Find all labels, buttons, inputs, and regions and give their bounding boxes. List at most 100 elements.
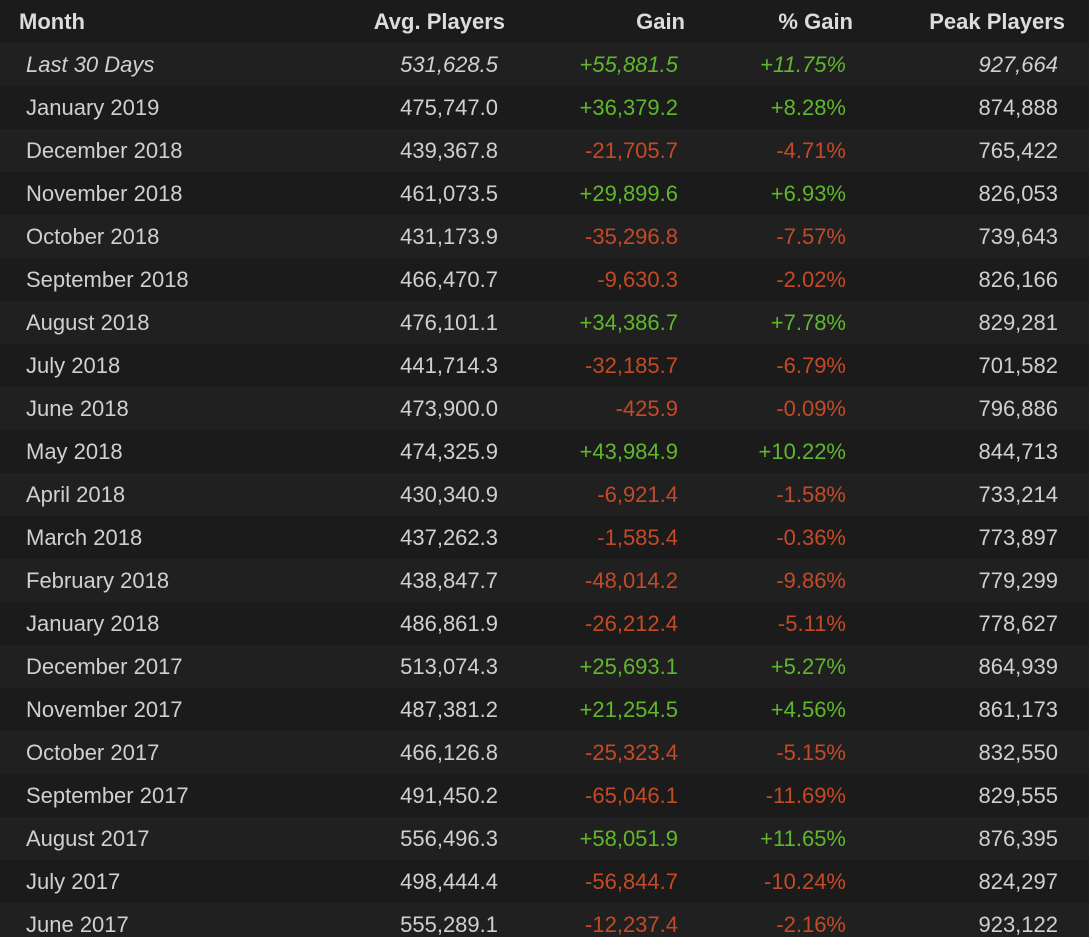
peak-players-cell: 826,166 [854, 258, 1089, 301]
table-body: Last 30 Days 531,628.5 +55,881.5 +11.75% 927… [0, 43, 1089, 937]
peak-players-cell: 832,550 [854, 731, 1089, 774]
peak-players-cell: 778,627 [854, 602, 1089, 645]
percent-gain-cell: -10.24% [691, 860, 854, 903]
gain-cell: -9,630.3 [512, 258, 691, 301]
percent-gain-cell: -2.02% [691, 258, 854, 301]
avg-players-cell: 438,847.7 [340, 559, 512, 602]
table-row: June 2018 473,900.0 -425.9 -0.09% 796,886 [0, 387, 1089, 430]
month-cell: September 2018 [0, 258, 340, 301]
peak-players-cell: 923,122 [854, 903, 1089, 937]
gain-cell: -12,237.4 [512, 903, 691, 937]
table-row: December 2018 439,367.8 -21,705.7 -4.71% 765… [0, 129, 1089, 172]
gain-cell: -25,323.4 [512, 731, 691, 774]
header-avg-label: Avg. Players [373, 9, 505, 34]
avg-players-cell: 498,444.4 [340, 860, 512, 903]
header-gain[interactable]: Gain [512, 0, 691, 43]
table-row: July 2017 498,444.4 -56,844.7 -10.24% 824,29… [0, 860, 1089, 903]
percent-gain-cell: +5.27% [691, 645, 854, 688]
avg-players-cell: 439,367.8 [340, 129, 512, 172]
peak-players-cell: 844,713 [854, 430, 1089, 473]
gain-cell: +29,899.6 [512, 172, 691, 215]
avg-players-cell: 461,073.5 [340, 172, 512, 215]
gain-cell: +55,881.5 [512, 43, 691, 86]
percent-gain-cell: -5.11% [691, 602, 854, 645]
month-cell: March 2018 [0, 516, 340, 559]
percent-gain-cell: +10.22% [691, 430, 854, 473]
percent-gain-cell: +8.28% [691, 86, 854, 129]
month-cell: July 2017 [0, 860, 340, 903]
peak-players-cell: 733,214 [854, 473, 1089, 516]
avg-players-cell: 486,861.9 [340, 602, 512, 645]
header-peak-players[interactable]: Peak Players [854, 0, 1089, 43]
avg-players-cell: 466,126.8 [340, 731, 512, 774]
table-row: October 2018 431,173.9 -35,296.8 -7.57% 739,… [0, 215, 1089, 258]
percent-gain-cell: -2.16% [691, 903, 854, 937]
month-cell: November 2017 [0, 688, 340, 731]
table-row: November 2018 461,073.5 +29,899.6 +6.93% 826… [0, 172, 1089, 215]
month-cell: August 2018 [0, 301, 340, 344]
avg-players-cell: 473,900.0 [340, 387, 512, 430]
avg-players-cell: 474,325.9 [340, 430, 512, 473]
table-row: May 2018 474,325.9 +43,984.9 +10.22% 844,713 [0, 430, 1089, 473]
peak-players-cell: 826,053 [854, 172, 1089, 215]
avg-players-cell: 431,173.9 [340, 215, 512, 258]
avg-players-cell: 555,289.1 [340, 903, 512, 937]
avg-players-cell: 487,381.2 [340, 688, 512, 731]
gain-cell: +25,693.1 [512, 645, 691, 688]
table-row: September 2017 491,450.2 -65,046.1 -11.69% 8… [0, 774, 1089, 817]
gain-cell: -26,212.4 [512, 602, 691, 645]
percent-gain-cell: +6.93% [691, 172, 854, 215]
peak-players-cell: 876,395 [854, 817, 1089, 860]
header-month-label: Month [19, 9, 85, 34]
gain-cell: -32,185.7 [512, 344, 691, 387]
table-row: October 2017 466,126.8 -25,323.4 -5.15% 832,… [0, 731, 1089, 774]
header-month[interactable]: Month [0, 0, 340, 43]
gain-cell: -21,705.7 [512, 129, 691, 172]
percent-gain-cell: -0.36% [691, 516, 854, 559]
avg-players-cell: 430,340.9 [340, 473, 512, 516]
percent-gain-cell: +7.78% [691, 301, 854, 344]
percent-gain-cell: -4.71% [691, 129, 854, 172]
month-cell: April 2018 [0, 473, 340, 516]
table-row: June 2017 555,289.1 -12,237.4 -2.16% 923,122 [0, 903, 1089, 937]
gain-cell: +21,254.5 [512, 688, 691, 731]
table-row: August 2018 476,101.1 +34,386.7 +7.78% 829,2… [0, 301, 1089, 344]
peak-players-cell: 701,582 [854, 344, 1089, 387]
avg-players-cell: 441,714.3 [340, 344, 512, 387]
percent-gain-cell: -9.86% [691, 559, 854, 602]
month-cell: Last 30 Days [0, 43, 340, 86]
table-row: July 2018 441,714.3 -32,185.7 -6.79% 701,582 [0, 344, 1089, 387]
month-cell: October 2018 [0, 215, 340, 258]
header-gain-label: Gain [636, 9, 685, 34]
gain-cell: -6,921.4 [512, 473, 691, 516]
peak-players-cell: 874,888 [854, 86, 1089, 129]
peak-players-cell: 829,281 [854, 301, 1089, 344]
table-row: Last 30 Days 531,628.5 +55,881.5 +11.75% 927… [0, 43, 1089, 86]
percent-gain-cell: +11.65% [691, 817, 854, 860]
header-avg-players[interactable]: Avg. Players [340, 0, 512, 43]
header-pgain-label: % Gain [778, 9, 853, 34]
avg-players-cell: 491,450.2 [340, 774, 512, 817]
month-cell: January 2019 [0, 86, 340, 129]
table-row: April 2018 430,340.9 -6,921.4 -1.58% 733,214 [0, 473, 1089, 516]
avg-players-cell: 513,074.3 [340, 645, 512, 688]
gain-cell: -56,844.7 [512, 860, 691, 903]
peak-players-cell: 824,297 [854, 860, 1089, 903]
peak-players-cell: 829,555 [854, 774, 1089, 817]
month-cell: October 2017 [0, 731, 340, 774]
gain-cell: -425.9 [512, 387, 691, 430]
header-percent-gain[interactable]: % Gain [691, 0, 854, 43]
month-cell: May 2018 [0, 430, 340, 473]
avg-players-cell: 475,747.0 [340, 86, 512, 129]
percent-gain-cell: +11.75% [691, 43, 854, 86]
month-cell: September 2017 [0, 774, 340, 817]
gain-cell: -48,014.2 [512, 559, 691, 602]
gain-cell: +36,379.2 [512, 86, 691, 129]
percent-gain-cell: -7.57% [691, 215, 854, 258]
peak-players-cell: 796,886 [854, 387, 1089, 430]
month-cell: June 2017 [0, 903, 340, 937]
table-row: December 2017 513,074.3 +25,693.1 +5.27% 864… [0, 645, 1089, 688]
percent-gain-cell: -11.69% [691, 774, 854, 817]
